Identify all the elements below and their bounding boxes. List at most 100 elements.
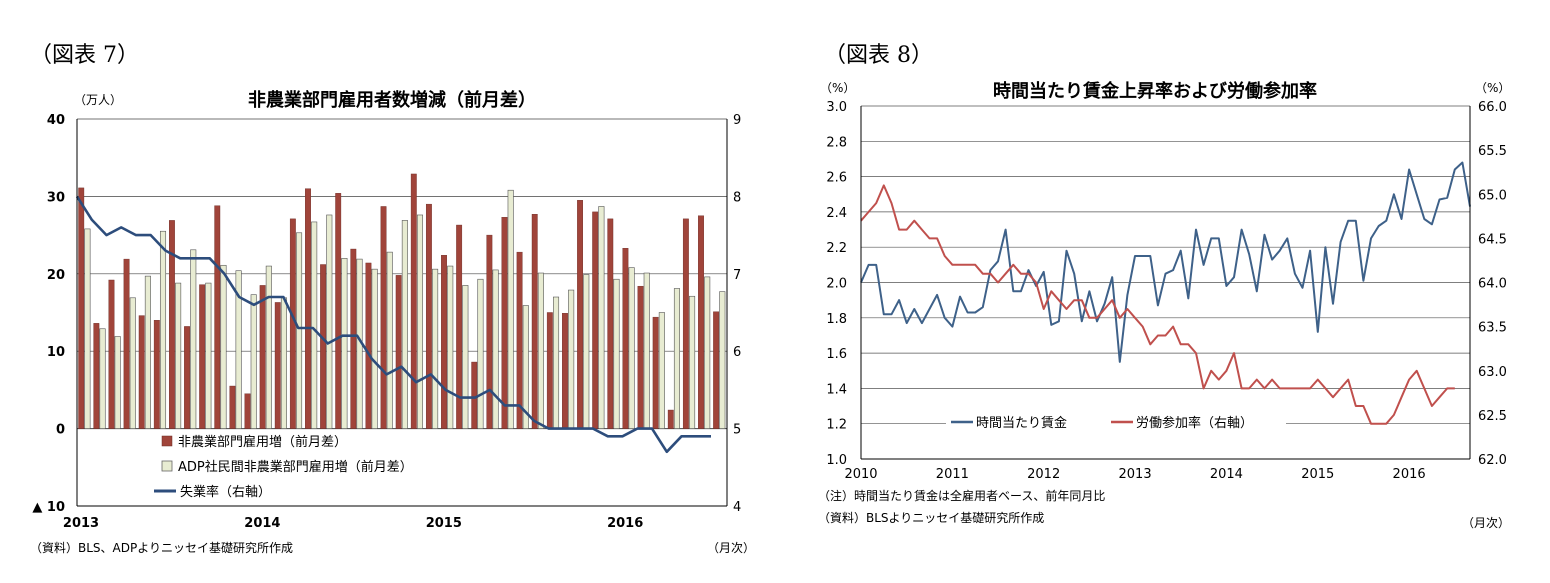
x-tick-label: 2013 [63, 516, 99, 531]
y2-tick-label: 5 [733, 423, 741, 438]
bar-adp [371, 268, 378, 429]
bar-nonfarm [652, 316, 659, 429]
y2-tick-label: 62.0 [1478, 453, 1507, 468]
bar-nonfarm [274, 302, 281, 429]
bar-adp [537, 272, 544, 429]
figure-7-x-axis-ticks: 2013 2014 2015 2016 [63, 516, 643, 531]
bar-adp [719, 291, 726, 429]
bar-adp [477, 278, 484, 429]
figure-7-series-adp-bars [84, 189, 726, 429]
bar-adp [658, 312, 665, 429]
bar-nonfarm [320, 264, 327, 429]
bar-adp [220, 264, 227, 429]
bar-nonfarm [365, 262, 372, 429]
bar-adp [280, 297, 287, 429]
line-participation [860, 184, 1455, 425]
y2-tick-label: 63.5 [1478, 321, 1507, 336]
x-tick-label: 2012 [1027, 467, 1060, 482]
bar-adp [689, 295, 696, 429]
bar-nonfarm [471, 361, 478, 429]
y-tick-label: 2.4 [826, 206, 847, 221]
x-tick-label: 2011 [936, 467, 969, 482]
legend-label-nonfarm: 非農業部門雇用増（前月差） [178, 434, 347, 450]
legend-label-participation: 労働参加率（右軸） [1136, 415, 1253, 431]
bar-adp [673, 288, 680, 429]
y2-tick-label: 6 [733, 345, 741, 360]
x-tick-label: 2013 [1119, 467, 1152, 482]
figure-7-y-axis-ticks: ▲ 10 0 10 20 30 40 [32, 113, 65, 515]
figure-7-source: （資料）BLS、ADPよりニッセイ基礎研究所作成 [30, 540, 293, 555]
y-tick-label: 20 [47, 268, 65, 283]
figure-8-y2-axis-ticks: 62.0 62.5 63.0 63.5 64.0 64.5 65.0 65.5 66.0 [1478, 100, 1507, 468]
bar-adp [568, 289, 575, 429]
y-tick-label: 1.4 [826, 382, 847, 397]
bar-adp [175, 282, 182, 429]
figure-7-axes [76, 119, 728, 507]
figure-7: （図表 7） 非農業部門雇用者数増減（前月差） （万人） ▲ 10 0 10 20 30… [30, 43, 755, 555]
y2-tick-label: 7 [733, 268, 741, 283]
figure-8-legend: 時間当たり賃金 労働参加率（右軸） [951, 415, 1253, 431]
bar-adp [235, 270, 242, 429]
bar-nonfarm [305, 188, 311, 429]
bar-nonfarm [184, 326, 190, 429]
bar-adp [583, 274, 590, 429]
bar-nonfarm [93, 323, 100, 429]
line-wage [860, 161, 1471, 363]
x-tick-label: 2015 [426, 516, 462, 531]
bar-nonfarm [380, 206, 387, 429]
y-tick-label: 30 [47, 190, 65, 205]
bar-nonfarm [123, 258, 130, 429]
bar-nonfarm [682, 218, 689, 429]
bar-adp [205, 282, 212, 429]
x-tick-label: 2015 [1301, 467, 1334, 482]
figure-8-y-axis-ticks: 1.0 1.2 1.4 1.6 1.8 2.0 2.2 2.4 2.6 2.8 3.0 [826, 100, 847, 468]
bar-adp [447, 265, 454, 429]
y2-tick-label: 64.0 [1478, 277, 1507, 292]
y-tick-label: 10 [47, 345, 65, 360]
figure-8-label: （図表 8） [824, 43, 933, 68]
bar-adp [386, 251, 393, 429]
y-tick-label: 2.2 [826, 241, 847, 256]
bar-nonfarm [425, 203, 432, 429]
y-tick-label: 3.0 [826, 100, 847, 115]
legend-label-unemployment: 失業率（右軸） [180, 484, 271, 500]
bar-nonfarm [350, 248, 357, 429]
bar-nonfarm [456, 224, 463, 429]
figure-7-x-unit: （月次） [707, 541, 755, 555]
bar-adp [492, 269, 499, 429]
bar-nonfarm [713, 311, 720, 429]
bar-adp [250, 294, 257, 429]
bar-nonfarm [622, 248, 629, 429]
bar-adp [416, 214, 424, 429]
bar-nonfarm [441, 255, 447, 429]
figure-7-y-unit: （万人） [74, 93, 122, 107]
figure-8-axes [860, 106, 1471, 460]
bar-adp [432, 268, 439, 429]
bar-adp [114, 336, 121, 429]
y2-tick-label: 4 [733, 500, 741, 515]
x-tick-label: 2016 [607, 516, 643, 531]
y-tick-label: 2.8 [826, 135, 847, 150]
bar-nonfarm [410, 173, 417, 429]
bar-nonfarm [637, 285, 644, 429]
y2-tick-label: 65.5 [1478, 144, 1507, 159]
bar-adp [311, 221, 318, 429]
figure-7-label: （図表 7） [30, 43, 139, 68]
figure-7-legend: 非農業部門雇用増（前月差） ADP社民間非農業部門雇用増（前月差） 失業率（右軸… [154, 434, 413, 500]
figure-8-note: （注）時間当たり賃金は全雇用者ベース、前年同月比 [818, 488, 1105, 503]
bar-nonfarm [199, 284, 206, 429]
bar-adp [341, 258, 348, 429]
figure-7-series-unemployment-line [75, 195, 711, 454]
bar-nonfarm [335, 193, 342, 429]
bar-adp [144, 275, 151, 429]
bar-nonfarm [667, 409, 674, 429]
bar-nonfarm [577, 200, 583, 429]
figure-8-y2-unit: （%） [1475, 81, 1510, 95]
legend-label-wage: 時間当たり賃金 [976, 415, 1067, 431]
figure-7-title: 非農業部門雇用者数増減（前月差） [248, 89, 536, 111]
bar-adp [401, 220, 408, 429]
y2-tick-label: 65.0 [1478, 188, 1507, 203]
figure-8-series-participation-line [860, 184, 1455, 425]
bar-adp [129, 297, 136, 429]
bar-nonfarm [214, 205, 221, 429]
